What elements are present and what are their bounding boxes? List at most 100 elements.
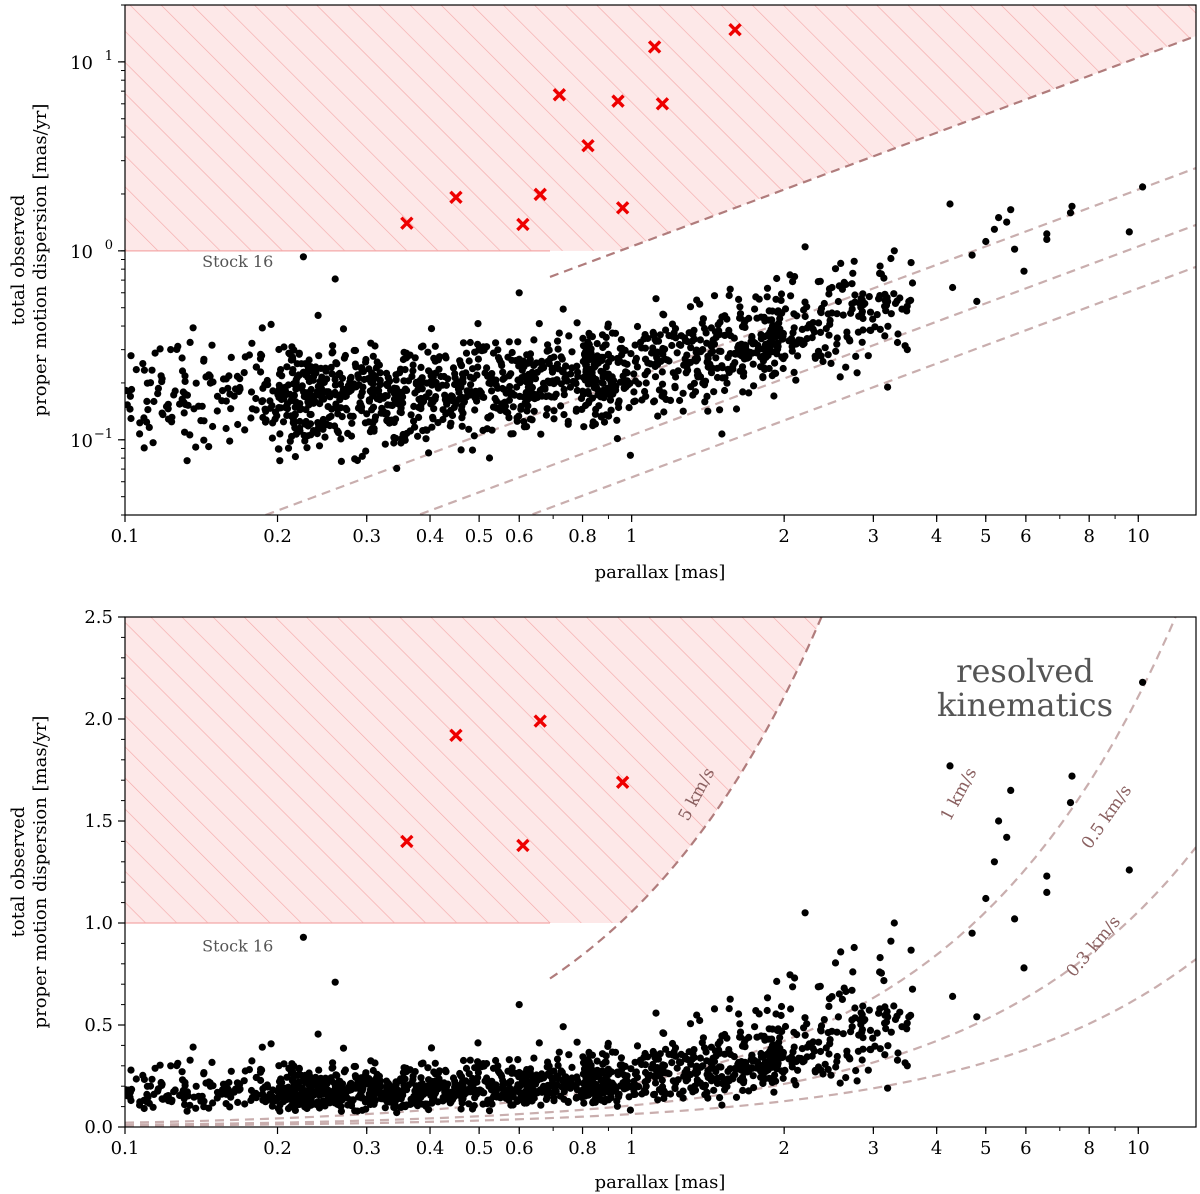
data-point xyxy=(520,363,528,371)
data-point xyxy=(471,406,479,414)
data-point xyxy=(321,1074,330,1082)
data-point xyxy=(350,1062,358,1071)
data-point xyxy=(651,362,659,371)
data-point xyxy=(352,1073,360,1081)
data-point xyxy=(302,1087,310,1095)
data-point xyxy=(526,350,535,358)
data-point xyxy=(671,1084,679,1093)
data-point xyxy=(467,381,475,389)
data-point xyxy=(417,363,425,371)
data-point xyxy=(721,386,729,395)
data-point xyxy=(401,1103,409,1111)
data-point xyxy=(543,405,551,413)
data-point xyxy=(690,335,699,343)
data-point xyxy=(414,432,422,440)
data-point xyxy=(396,1077,404,1085)
data-point xyxy=(158,375,166,383)
data-point xyxy=(884,383,892,391)
data-point xyxy=(535,320,543,328)
data-point xyxy=(444,375,452,383)
data-point xyxy=(621,1062,629,1070)
data-point xyxy=(790,310,798,318)
data-point xyxy=(968,251,976,259)
x-tick-label: 8 xyxy=(1083,526,1094,547)
data-point xyxy=(836,1079,844,1087)
data-point xyxy=(183,457,191,465)
data-point xyxy=(315,442,324,450)
outlier-marker xyxy=(400,216,414,230)
data-point xyxy=(650,398,658,406)
data-point xyxy=(470,432,478,440)
data-point xyxy=(258,1066,266,1074)
data-point xyxy=(336,1083,345,1091)
data-point xyxy=(718,1074,727,1082)
data-point xyxy=(732,350,741,358)
data-point xyxy=(650,1050,658,1058)
data-point xyxy=(530,407,538,415)
data-point xyxy=(569,377,577,386)
data-point xyxy=(344,429,352,437)
data-point xyxy=(416,1081,424,1089)
data-point xyxy=(328,370,336,378)
data-point xyxy=(1125,866,1133,874)
data-point xyxy=(840,984,848,992)
data-point xyxy=(555,329,563,337)
x-tick-label: 6 xyxy=(1020,526,1031,547)
data-point xyxy=(485,1082,493,1090)
data-point xyxy=(602,341,610,349)
data-point xyxy=(248,339,256,347)
data-point xyxy=(817,1027,825,1035)
data-point xyxy=(295,371,303,379)
data-point xyxy=(751,305,759,313)
data-point xyxy=(371,342,379,350)
data-point xyxy=(848,986,856,994)
data-point xyxy=(725,1005,733,1013)
data-point xyxy=(681,1055,690,1063)
data-point xyxy=(763,284,772,292)
data-point xyxy=(572,407,580,415)
data-point xyxy=(776,1034,784,1042)
data-point xyxy=(560,1088,568,1096)
x-tick-label: 0.5 xyxy=(465,1138,494,1159)
data-point xyxy=(946,200,954,208)
data-point xyxy=(547,1089,556,1097)
data-point xyxy=(1003,218,1011,226)
data-point xyxy=(186,1101,194,1109)
data-point xyxy=(714,1040,722,1048)
data-point xyxy=(409,1076,417,1084)
data-point xyxy=(305,377,314,385)
data-point xyxy=(852,1067,860,1075)
data-point xyxy=(712,354,720,362)
outlier-marker xyxy=(516,838,530,853)
data-point xyxy=(686,1071,695,1079)
data-point xyxy=(824,351,832,359)
data-point xyxy=(1043,872,1051,880)
data-point xyxy=(736,1033,744,1041)
data-point xyxy=(693,1068,702,1076)
data-point xyxy=(790,368,798,376)
data-point xyxy=(384,1092,392,1100)
data-point xyxy=(328,1064,336,1072)
data-point xyxy=(179,1086,187,1095)
data-point xyxy=(696,300,704,308)
data-point xyxy=(496,406,504,414)
data-point xyxy=(732,405,741,413)
data-point xyxy=(442,354,450,362)
data-point xyxy=(893,297,901,305)
data-point xyxy=(283,411,291,419)
data-point xyxy=(459,1082,467,1090)
data-point xyxy=(858,338,866,346)
data-point xyxy=(267,320,275,328)
data-point xyxy=(275,1077,284,1086)
data-point xyxy=(864,352,872,360)
data-point xyxy=(515,362,523,370)
data-point xyxy=(585,1090,593,1098)
data-point xyxy=(535,1039,543,1047)
data-point xyxy=(375,361,383,369)
data-point xyxy=(148,366,156,374)
data-point xyxy=(328,1093,336,1101)
x-tick-label: 3 xyxy=(868,526,879,547)
x-tick-label: 5 xyxy=(980,526,991,547)
data-point xyxy=(334,1101,342,1109)
